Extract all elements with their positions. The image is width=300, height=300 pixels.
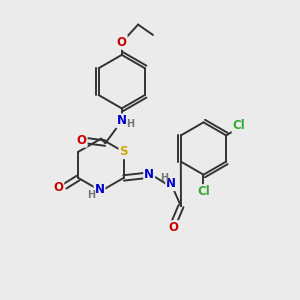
Text: N: N [144,169,154,182]
Text: N: N [166,177,176,190]
Text: N: N [94,183,104,196]
Text: Cl: Cl [198,185,211,198]
Text: O: O [53,181,63,194]
Text: S: S [119,145,128,158]
Text: H: H [160,172,168,183]
Text: Cl: Cl [232,119,245,132]
Text: O: O [76,134,87,147]
Text: N: N [117,114,127,128]
Text: O: O [117,36,127,49]
Text: O: O [169,221,179,234]
Text: H: H [87,190,95,200]
Text: H: H [126,119,134,129]
